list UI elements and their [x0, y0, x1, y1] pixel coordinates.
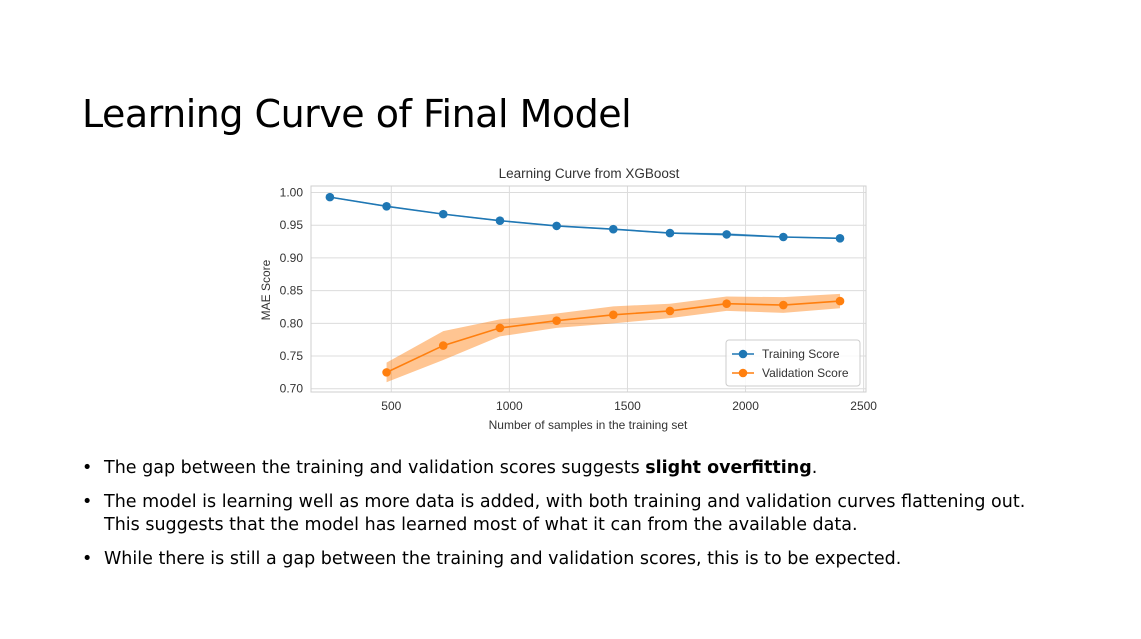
bullet-emphasis: slight overfitting: [645, 458, 812, 478]
x-tick-label: 2000: [732, 399, 759, 413]
bullet-text: While there is still a gap between the t…: [104, 549, 902, 569]
data-point-training-score: [779, 232, 788, 242]
data-point-training-score: [552, 221, 561, 231]
x-tick-label: 2500: [850, 399, 877, 413]
data-point-validation-score: [382, 368, 391, 377]
legend-label: Training Score: [762, 347, 840, 361]
y-tick-label: 0.80: [280, 316, 304, 330]
data-point-training-score: [608, 224, 618, 234]
x-axis-label: Number of samples in the training set: [489, 418, 688, 432]
bullet-list: The gap between the training and validat…: [82, 457, 1082, 582]
y-tick-label: 1.00: [280, 186, 304, 200]
y-tick-label: 0.70: [280, 382, 304, 396]
y-axis-label: MAE Score: [259, 259, 273, 320]
plot-frame: [310, 185, 867, 393]
bullet-item: The model is learning well as more data …: [82, 491, 1082, 537]
data-point-validation-score: [779, 300, 788, 310]
data-point-validation-score: [835, 296, 845, 306]
data-point-training-score: [665, 228, 675, 238]
x-tick-label: 1000: [496, 399, 523, 413]
legend-label: Validation Score: [762, 366, 849, 380]
data-point-training-score: [835, 234, 845, 243]
data-point-validation-score: [722, 299, 731, 309]
legend-box: [725, 339, 861, 387]
legend-swatch-marker-training-score: [738, 349, 748, 359]
bullet-text-end: .: [811, 458, 818, 478]
legend-swatch-marker-validation-score: [738, 368, 748, 378]
chart-title: Learning Curve from XGBoost: [499, 166, 680, 181]
series-line-training-score: [329, 196, 841, 240]
y-tick-label: 0.85: [280, 284, 304, 298]
y-tick-label: 0.75: [280, 349, 304, 363]
bullet-text: The model is learning well as more data …: [104, 492, 1026, 512]
bullet-item: While there is still a gap between the t…: [82, 548, 1082, 571]
x-tick-label: 500: [381, 399, 401, 413]
y-tick-label: 0.95: [280, 218, 304, 232]
data-point-validation-score: [495, 323, 505, 333]
bullet-item: The gap between the training and validat…: [82, 457, 1082, 480]
data-point-validation-score: [552, 316, 561, 326]
y-tick-label: 0.90: [280, 251, 304, 265]
slide-title: Learning Curve of Final Model: [82, 92, 632, 136]
data-point-training-score: [382, 201, 391, 211]
data-point-validation-score: [608, 310, 618, 320]
learning-curve-chart: Learning Curve from XGBoost 500 1000 1500 2…: [259, 166, 877, 432]
data-point-validation-score: [665, 306, 675, 316]
bullet-text: The gap between the training and validat…: [104, 458, 646, 478]
data-point-training-score: [495, 216, 505, 225]
data-point-validation-score: [438, 341, 448, 350]
data-point-training-score: [722, 230, 731, 239]
data-point-training-score: [325, 192, 335, 202]
bullet-text-line2: This suggests that the model has learned…: [104, 515, 858, 535]
x-tick-label: 1500: [614, 399, 641, 413]
data-point-training-score: [438, 209, 448, 219]
